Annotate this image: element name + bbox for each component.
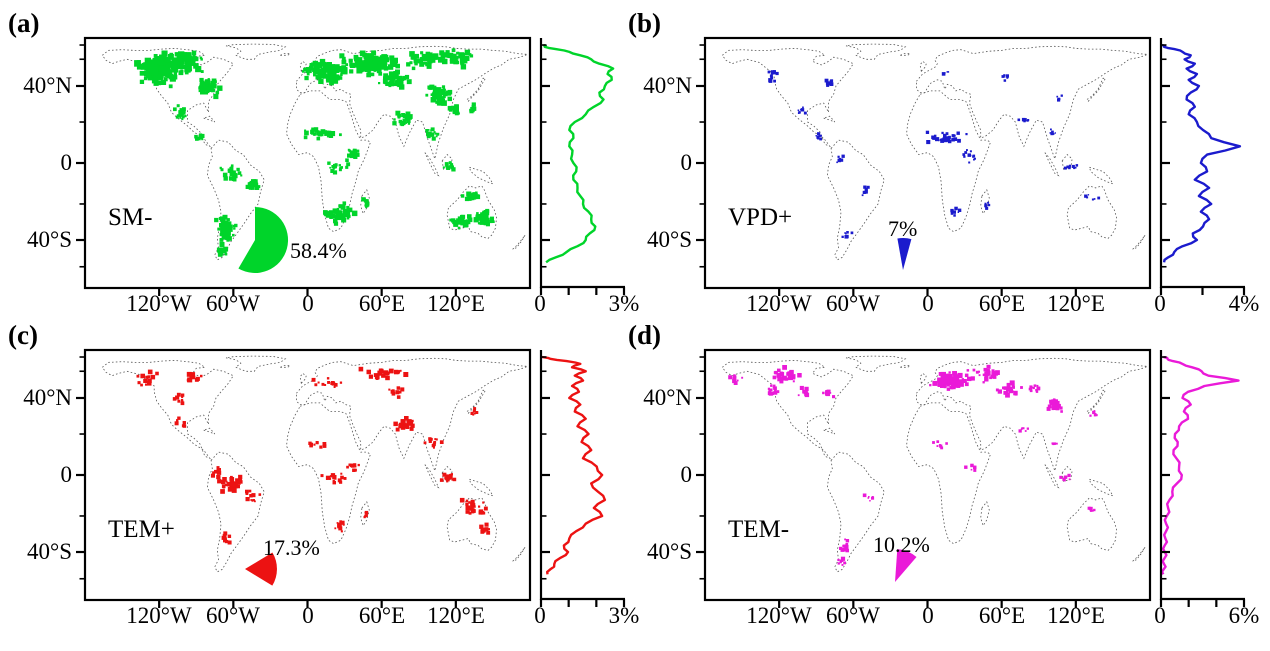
lat-tick-label-40s: 40°S — [647, 539, 692, 564]
map-panel-b: (b) 40°N 0 40°S VPD+ 7% 120°W 60°W 0 60°… — [620, 0, 1270, 340]
area-fraction-wedge — [897, 237, 912, 270]
panel-letter: (b) — [628, 8, 661, 38]
lat-tick-label-0: 0 — [680, 462, 693, 487]
latitudinal-profile-chart — [539, 350, 626, 607]
area-percent-label: 10.2% — [873, 532, 930, 557]
lon-tick-label-60w: 60°W — [826, 603, 880, 628]
profile-axis-max-label: 3% — [608, 603, 640, 628]
world-map — [76, 348, 532, 608]
world-map — [696, 348, 1152, 608]
lon-tick-label-120e: 120°E — [427, 603, 485, 628]
driver-label: VPD+ — [728, 204, 793, 231]
lat-tick-label-40n: 40°N — [23, 73, 72, 98]
area-fraction-wedge — [245, 552, 277, 586]
profile-axis-max-label: 6% — [1228, 603, 1260, 628]
lon-tick-label-120w: 120°W — [126, 291, 192, 316]
lon-tick-label-120e: 120°E — [427, 291, 485, 316]
area-fraction-wedge — [895, 549, 917, 582]
lon-tick-label-0: 0 — [302, 603, 314, 628]
lon-tick-label-60e: 60°E — [358, 603, 406, 628]
world-map — [76, 36, 532, 296]
world-map — [696, 36, 1152, 296]
area-fraction-wedge — [238, 206, 289, 273]
panel-letter: (a) — [8, 8, 40, 38]
map-panel-c: (c) 40°N 0 40°S TEM+ 17.3% 120°W 60°W 0 … — [0, 312, 650, 651]
driver-dominant-cells — [134, 48, 495, 257]
driver-dominant-cells — [136, 366, 491, 545]
area-percent-label: 17.3% — [263, 535, 320, 560]
profile-axis-min-label: 0 — [1154, 603, 1166, 628]
profile-axis-min-label: 0 — [534, 603, 546, 628]
lat-tick-label-40s: 40°S — [27, 539, 72, 564]
lat-tick-label-0: 0 — [60, 150, 73, 175]
profile-axis-min-label: 0 — [534, 291, 546, 316]
profile-line — [1161, 43, 1242, 263]
latitudinal-profile-chart — [1159, 38, 1246, 295]
profile-line — [542, 43, 615, 264]
latitudinal-profile-chart — [1159, 350, 1246, 607]
lat-tick-label-40n: 40°N — [23, 385, 72, 410]
profile-axis-min-label: 0 — [1154, 291, 1166, 316]
lon-tick-label-60w: 60°W — [206, 291, 260, 316]
profile-axis-max-label: 4% — [1228, 291, 1260, 316]
lat-tick-label-0: 0 — [680, 150, 693, 175]
lon-tick-label-60w: 60°W — [206, 603, 260, 628]
profile-axis-max-label: 3% — [608, 291, 640, 316]
driver-dominant-cells — [767, 70, 1101, 239]
driver-label: SM- — [108, 204, 153, 231]
lat-tick-label-40s: 40°S — [27, 227, 72, 252]
lat-tick-label-40s: 40°S — [647, 227, 692, 252]
lat-tick-label-40n: 40°N — [643, 385, 692, 410]
driver-dominant-cells — [728, 364, 1098, 566]
driver-label: TEM+ — [108, 516, 175, 543]
profile-line — [541, 355, 607, 575]
lon-tick-label-120w: 120°W — [126, 603, 192, 628]
lon-tick-label-60w: 60°W — [826, 291, 880, 316]
lat-tick-label-40n: 40°N — [643, 73, 692, 98]
lon-tick-label-120w: 120°W — [746, 603, 812, 628]
map-panel-d: (d) 40°N 0 40°S TEM- 10.2% 120°W 60°W 0 … — [620, 312, 1270, 651]
lon-tick-label-0: 0 — [302, 291, 314, 316]
driver-label: TEM- — [728, 516, 790, 543]
lon-tick-label-60e: 60°E — [978, 291, 1026, 316]
lon-tick-label-120e: 120°E — [1047, 603, 1105, 628]
lon-tick-label-60e: 60°E — [978, 603, 1026, 628]
lat-tick-label-0: 0 — [60, 462, 73, 487]
area-percent-label: 7% — [888, 216, 918, 241]
profile-line — [1160, 355, 1240, 575]
area-percent-label: 58.4% — [290, 238, 347, 263]
latitudinal-profile-chart — [539, 38, 626, 295]
panel-letter: (d) — [628, 320, 661, 350]
map-panel-a: (a) 40°N 0 40°S SM- 58.4% 120°W 60°W 0 6… — [0, 0, 650, 340]
lon-tick-label-120e: 120°E — [1047, 291, 1105, 316]
lon-tick-label-0: 0 — [922, 603, 934, 628]
panel-letter: (c) — [8, 320, 38, 350]
lon-tick-label-120w: 120°W — [746, 291, 812, 316]
lon-tick-label-0: 0 — [922, 291, 934, 316]
lon-tick-label-60e: 60°E — [358, 291, 406, 316]
